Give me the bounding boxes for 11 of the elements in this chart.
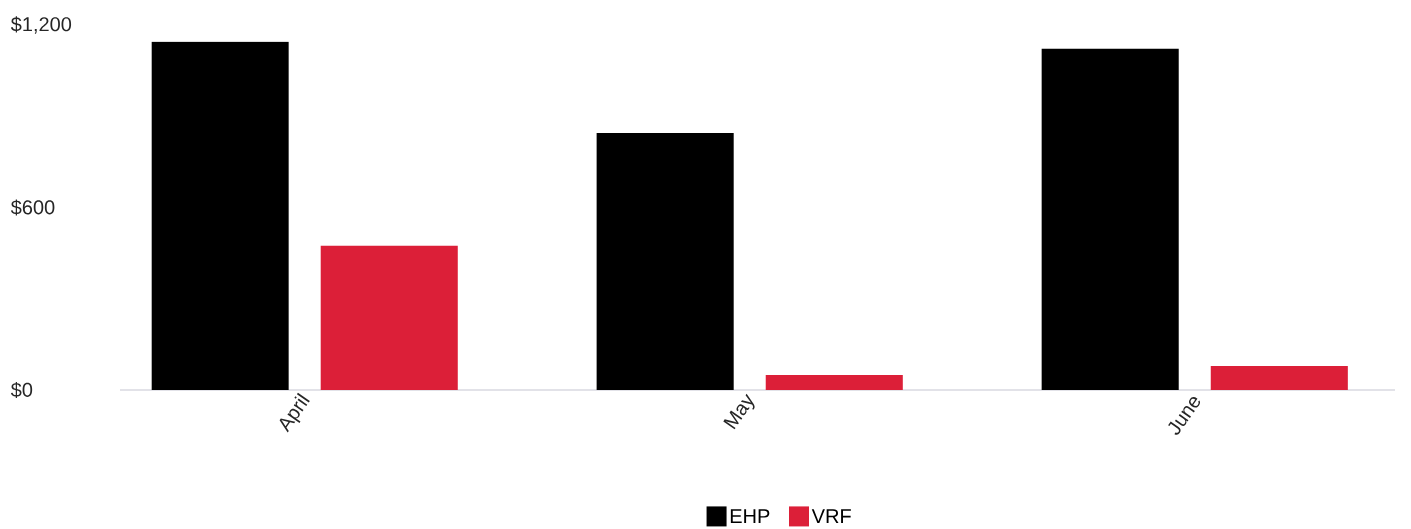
y-tick-label: $600	[10, 199, 55, 216]
bar	[765, 375, 903, 390]
legend-label: EHP	[730, 509, 770, 523]
y-tick-label: $1,200	[10, 16, 72, 34]
bar	[1041, 48, 1179, 390]
bar	[1210, 365, 1348, 390]
bar	[151, 41, 289, 390]
bar	[320, 245, 458, 390]
legend-label: VRF	[811, 509, 851, 523]
bar	[596, 132, 734, 390]
y-tick-label: $0	[10, 381, 33, 399]
